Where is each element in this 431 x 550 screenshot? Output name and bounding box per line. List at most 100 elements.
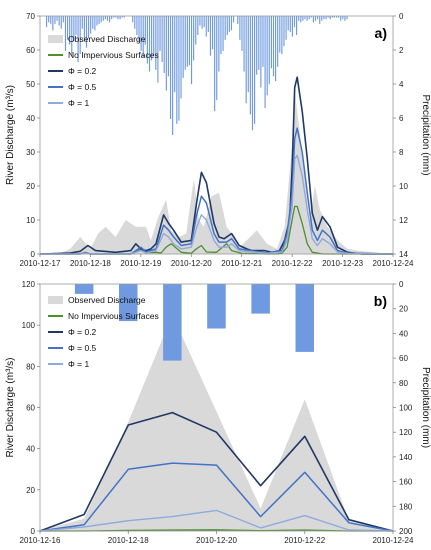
precipitation-bar	[190, 16, 193, 85]
observed-discharge-area	[40, 90, 393, 254]
precipitation-bar	[79, 16, 81, 55]
y-tick-label: 40	[26, 114, 35, 123]
series-line-phi02	[39, 411, 394, 532]
precipitation-bar	[291, 16, 293, 37]
y-tick-label: 50	[26, 80, 35, 89]
precipitation-bar	[121, 16, 123, 18]
precipitation-bar	[207, 16, 209, 32]
precipitation-bar	[182, 16, 184, 78]
series-line-phi05	[39, 462, 394, 532]
panel-b-chart: 0 20 40 60 80 100 120 0 20 40 60 80 100 120 140 160 180 2…	[5, 280, 431, 545]
precipitation-bar	[172, 16, 174, 135]
legend-label-phi02: Φ = 0.2	[68, 66, 97, 76]
precipitation-bar	[195, 16, 197, 45]
precipitation-bar	[167, 16, 170, 77]
y-right-tick-label: 40	[399, 329, 408, 338]
precipitation-bar	[207, 284, 226, 329]
precipitation-bar	[60, 16, 62, 29]
precipitation-bar	[138, 16, 140, 42]
legend-swatch-observed	[48, 35, 63, 43]
y-right-tick-label: 14	[399, 250, 408, 259]
precipitation-bar	[73, 16, 75, 42]
y-right-tick-label: 4	[399, 80, 404, 89]
precipitation-bar	[188, 16, 191, 66]
x-tick-label: 2010-12-21	[221, 259, 262, 268]
precipitation-bar	[251, 284, 270, 314]
precipitation-bar	[140, 16, 142, 51]
y-tick-label: 40	[26, 445, 35, 454]
precipitation-bar	[178, 16, 180, 121]
precipitation-bar	[165, 16, 167, 91]
precipitation-bar	[220, 16, 222, 55]
legend-label-no_imp: No Impervious Surfaces	[68, 50, 159, 60]
x-tick-label: 2010-12-17	[20, 259, 61, 268]
precipitation-bar	[222, 16, 224, 51]
precipitation-bar	[92, 16, 94, 29]
precipitation-bar	[109, 16, 111, 23]
y-right-tick-label: 180	[399, 502, 413, 511]
precipitation-bar	[75, 16, 77, 35]
y-tick-label: 20	[26, 486, 35, 495]
observed-discharge-area	[40, 314, 393, 531]
precipitation-bar	[119, 284, 138, 322]
legend-label-observed: Observed Discharge	[68, 34, 146, 44]
precipitation-bar	[344, 16, 346, 21]
precipitation-bar	[119, 16, 121, 20]
panel-a-chart: 0 10 20 30 40 50 60 70 0 2 4 6 8 10 12 14 2010-12-17 2010…	[5, 12, 431, 268]
precipitation-bar	[251, 16, 254, 131]
precipitation-bar	[264, 16, 266, 108]
precipitation-bar	[211, 16, 214, 50]
precipitation-bar	[74, 284, 94, 294]
precipitation-bar	[113, 16, 115, 18]
precipitation-bar	[123, 16, 125, 18]
precipitation-bar	[268, 16, 270, 85]
precipitation-bar	[239, 16, 241, 40]
precipitation-bar	[247, 16, 249, 93]
precipitation-bar	[155, 16, 157, 70]
precipitation-bar	[266, 16, 268, 96]
x-tick-label: 2010-12-18	[108, 536, 149, 545]
series-line-phi1	[40, 154, 394, 255]
precipitation-bar	[77, 16, 79, 62]
precipitation-bar	[333, 16, 335, 18]
precipitation-bar	[285, 16, 287, 40]
precipitation-bar	[203, 16, 205, 28]
x-tick-label: 2010-12-24	[373, 259, 414, 268]
precipitation-bar	[88, 16, 90, 39]
precipitation-bar	[308, 16, 310, 20]
precipitation-bar	[174, 16, 176, 93]
precipitation-bar	[230, 16, 233, 31]
precipitation-bar	[163, 284, 182, 361]
y-right-tick-label: 120	[399, 428, 413, 437]
precipitation-bar	[260, 16, 262, 88]
y-tick-label: 70	[26, 12, 35, 21]
panel-label: b)	[374, 293, 387, 309]
precipitation-bar	[169, 16, 172, 120]
precipitation-bar	[218, 16, 220, 72]
y-right-tick-label: 160	[399, 478, 413, 487]
precipitation-bar	[321, 16, 323, 21]
legend-label-phi02: Φ = 0.2	[68, 327, 97, 337]
y-tick-label: 30	[26, 148, 35, 157]
precipitation-bar	[237, 16, 239, 24]
series-line-phi02	[39, 76, 393, 255]
precipitation-bar	[304, 16, 306, 20]
precipitation-bar	[52, 16, 54, 31]
legend-label-observed: Observed Discharge	[68, 295, 146, 305]
precipitation-bar	[289, 16, 291, 32]
precipitation-bar	[71, 16, 73, 56]
precipitation-bar	[134, 16, 136, 29]
panel-label: a)	[375, 25, 387, 41]
y-tick-label: 100	[22, 321, 36, 330]
precipitation-bar	[329, 16, 331, 20]
precipitation-bar	[325, 16, 327, 20]
y-tick-label: 0	[31, 527, 36, 536]
legend-label-phi1: Φ = 1	[68, 359, 89, 369]
precipitation-bar	[117, 16, 119, 20]
precipitation-bar	[153, 16, 155, 56]
precipitation-bar	[161, 16, 163, 62]
precipitation-bar	[151, 16, 153, 61]
precipitation-bar	[199, 16, 201, 26]
y-right-axis-label: Precipitation (mm)	[420, 94, 431, 175]
precipitation-bar	[197, 16, 199, 35]
